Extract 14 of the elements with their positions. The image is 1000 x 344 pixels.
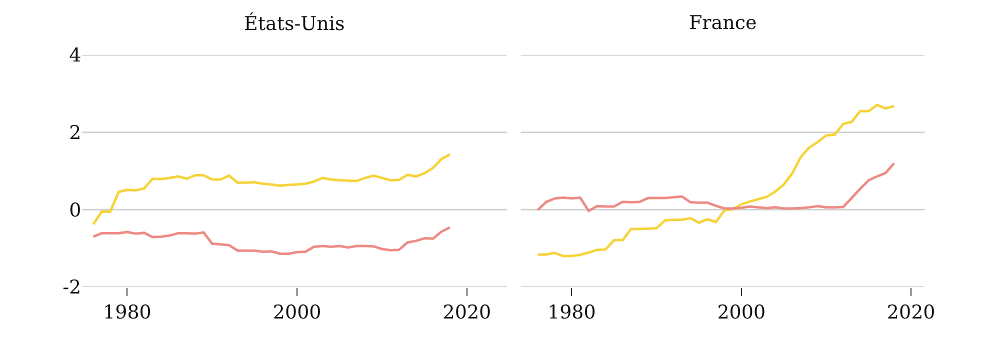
y-tick-label: -2 (62, 276, 82, 299)
x-tick-label: 1980 (103, 302, 152, 324)
y-tick-label: 4 (69, 44, 82, 67)
x-tick-label: 1980 (547, 302, 596, 324)
x-tick-label: 2020 (886, 302, 936, 324)
x-tick-label: 2000 (717, 302, 766, 324)
y-tick-label: 2 (69, 122, 82, 144)
chart-title: États-Unis (244, 12, 345, 35)
line-series (92, 226, 452, 255)
line-series (92, 153, 452, 226)
y-tick-label: 0 (69, 199, 82, 222)
x-tick-label: 2000 (272, 302, 322, 324)
x-tick-label: 2020 (442, 302, 492, 324)
chart-title: France (689, 12, 757, 34)
